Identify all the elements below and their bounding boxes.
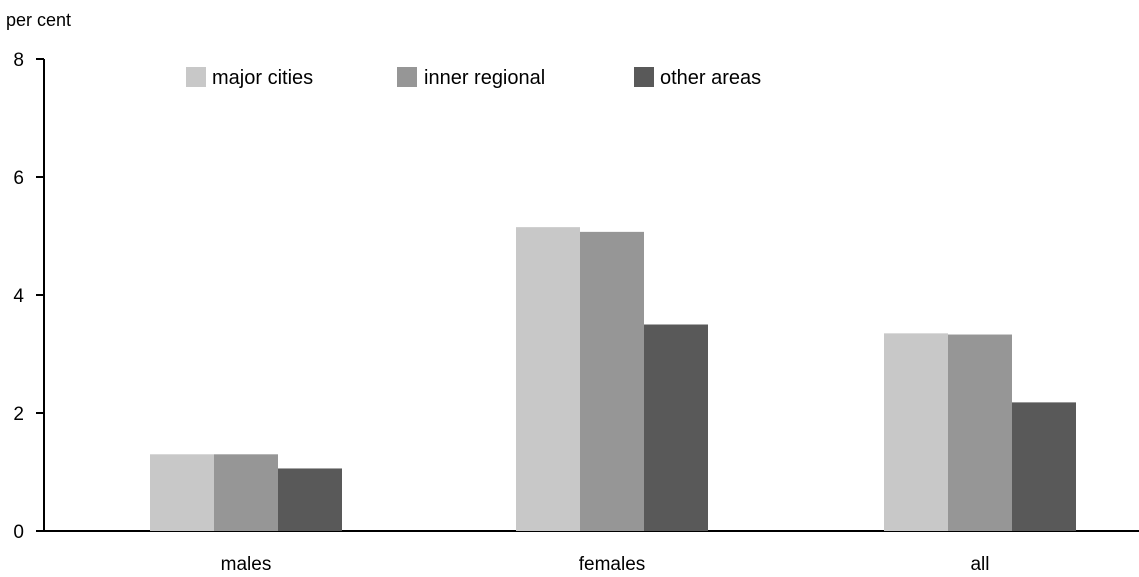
legend: major cities inner regional other areas xyxy=(186,67,761,89)
bar-all-other-areas xyxy=(1012,402,1076,531)
bars-group xyxy=(150,227,1076,531)
legend-swatch-inner-regional xyxy=(397,67,417,87)
bar-all-inner-regional xyxy=(948,334,1012,531)
y-tick-label-3: 6 xyxy=(13,168,24,189)
legend-label-major-cities: major cities xyxy=(212,67,313,89)
bar-all-major-cities xyxy=(884,333,948,531)
legend-label-inner-regional: inner regional xyxy=(424,67,545,89)
legend-swatch-other-areas xyxy=(634,67,654,87)
bar-females-inner-regional xyxy=(580,231,644,531)
category-label-all: all xyxy=(970,554,989,575)
y-tick-label-1: 2 xyxy=(13,404,24,425)
category-label-males: males xyxy=(221,554,272,575)
category-labels: males females all xyxy=(221,554,990,575)
legend-label-other-areas: other areas xyxy=(660,67,761,89)
bar-males-other-areas xyxy=(278,468,342,531)
y-tick-label-2: 4 xyxy=(13,286,24,307)
y-tick-label-4: 8 xyxy=(13,50,24,71)
y-axis-ticks: 0 2 4 6 8 xyxy=(13,50,44,543)
bar-males-inner-regional xyxy=(214,454,278,531)
legend-swatch-major-cities xyxy=(186,67,206,87)
y-tick-label-0: 0 xyxy=(13,522,24,543)
bar-females-other-areas xyxy=(644,324,708,531)
bar-males-major-cities xyxy=(150,454,214,531)
y-unit-label: per cent xyxy=(6,10,71,30)
bar-females-major-cities xyxy=(516,227,580,531)
category-label-females: females xyxy=(579,554,646,575)
